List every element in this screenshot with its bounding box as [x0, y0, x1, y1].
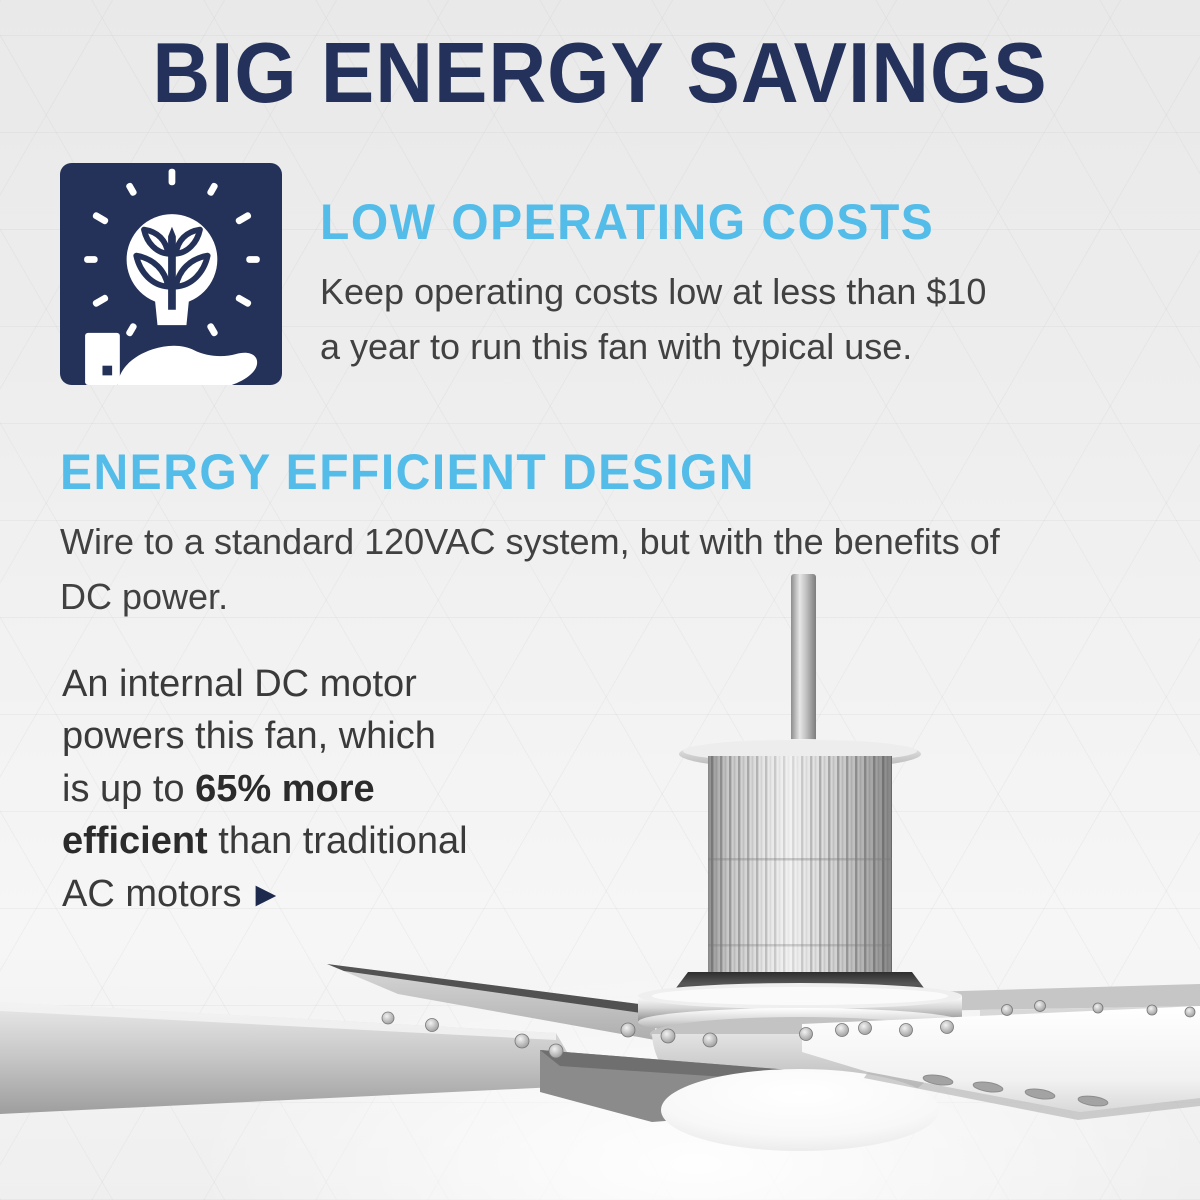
- section-energy-efficient-design: ENERGY EFFICIENT DESIGN Wire to a standa…: [60, 444, 1185, 624]
- dc-motor-detail-post: than traditional AC motors: [62, 820, 468, 915]
- plant-stem: [168, 226, 176, 310]
- low-operating-costs-body: Keep operating costs low at less than $1…: [320, 271, 987, 367]
- energy-efficient-design-heading: ENERGY EFFICIENT DESIGN: [60, 445, 756, 501]
- fan-blade-upper-left: [327, 964, 655, 1040]
- low-operating-costs-heading: LOW OPERATING COSTS: [320, 195, 935, 251]
- fan-downrod: [791, 574, 816, 758]
- fan-light-dome: [661, 1069, 939, 1151]
- dc-motor-detail: An internal DC motor powers this fan, wh…: [62, 658, 637, 920]
- ceiling-fan-image: [0, 574, 1200, 1151]
- bulb-neck: [154, 296, 190, 326]
- plant-leaves: [133, 226, 211, 290]
- energy-efficient-design-body: Wire to a standard 120VAC system, but wi…: [60, 521, 1000, 617]
- bulb-rays: [84, 168, 260, 337]
- section-low-operating-costs: LOW OPERATING COSTS Keep operating costs…: [320, 194, 1150, 374]
- fan-blade-left: [0, 1002, 574, 1114]
- cuff-button: [102, 365, 113, 376]
- hand: [118, 345, 258, 385]
- page-title: BIG ENERGY SAVINGS: [152, 25, 1048, 121]
- eco-lightbulb-in-hand-icon: [60, 163, 282, 385]
- hand-cuff: [85, 332, 120, 385]
- dc-motor-detail-bold: 65% more efficient: [62, 767, 375, 863]
- dc-motor-detail-pre: An internal DC motor powers this fan, wh…: [62, 663, 436, 810]
- arrow-right-icon: ▶: [255, 878, 277, 909]
- blade-bolts: [381, 1000, 1196, 1059]
- fan-motor-housing: [670, 739, 930, 996]
- eco-lightbulb-in-hand-icon-svg: [60, 163, 282, 385]
